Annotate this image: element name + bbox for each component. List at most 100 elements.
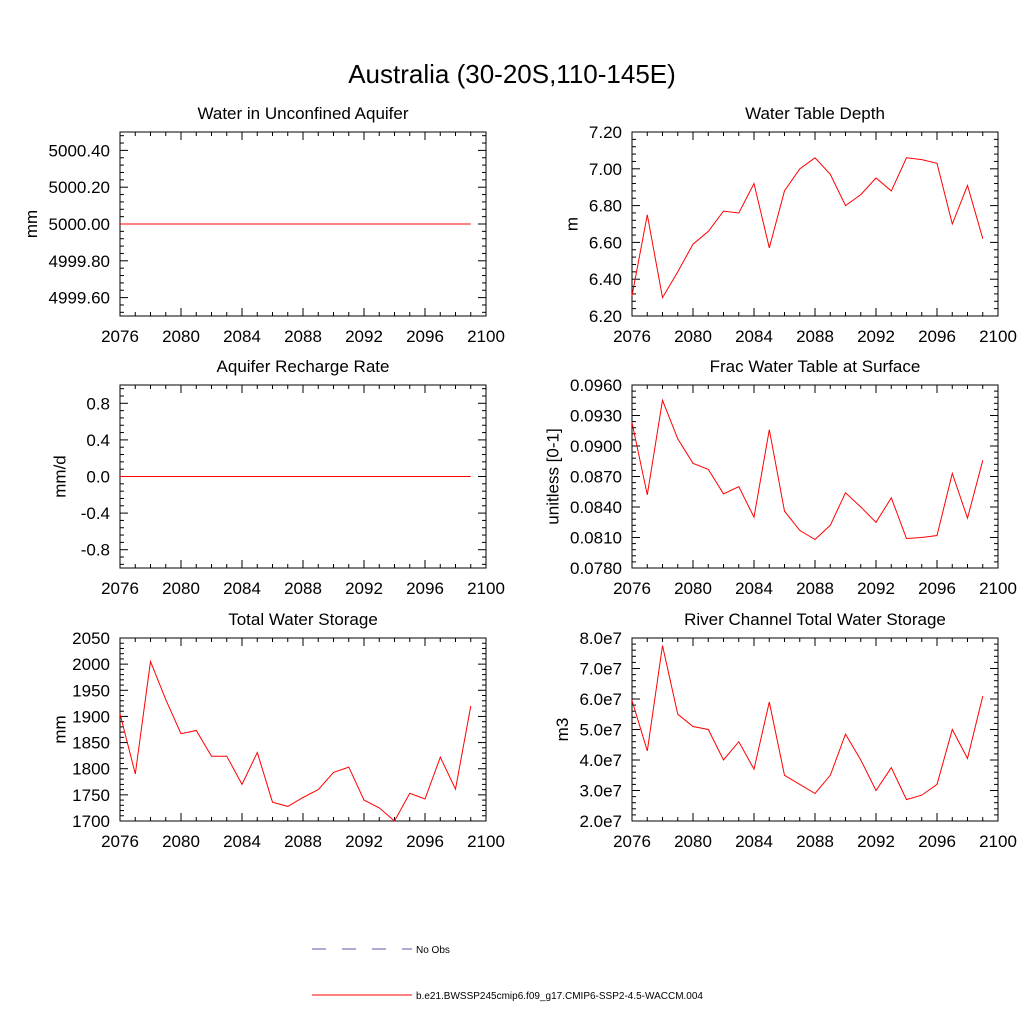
y-tick-label: 1700 [72,812,110,831]
y-tick-label: 4999.80 [49,252,110,271]
x-tick-label: 2096 [918,832,956,851]
y-tick-label: 6.60 [589,233,622,252]
x-tick-label: 2088 [796,832,834,851]
y-tick-label: 5.0e7 [579,721,622,740]
x-tick-label: 2100 [979,579,1017,598]
y-tick-label: 6.40 [589,270,622,289]
panel-water-table-depth: 2076 2080 2084 2088 2092 2096 2100 6.20 6.40 6.60… [563,104,1017,346]
panel-title: Frac Water Table at Surface [710,357,921,376]
x-tick-label: 2084 [223,327,261,346]
y-axis-label: mm/d [51,455,70,498]
y-tick-label: 1950 [72,681,110,700]
panel-title: Total Water Storage [228,610,378,629]
panel-water-in-unconfined-aquifer: 2076 2080 2084 2088 2092 2096 2100 4999.60 4999.… [22,104,505,346]
x-tick-label: 2084 [735,579,773,598]
y-tick-label: 4.0e7 [579,751,622,770]
y-tick-label: 6.20 [589,307,622,326]
y-axis-label: unitless [0-1] [543,428,562,524]
x-tick-label: 2096 [918,579,956,598]
x-tick-label: 2096 [406,832,444,851]
plot-frame [631,384,999,569]
x-tick-label: 2076 [613,579,651,598]
y-tick-label: 2050 [72,629,110,648]
legend: No Obs b.e21.BWSSP245cmip6.f09_g17.CMIP6… [312,945,703,1002]
figure-title: Australia (30-20S,110-145E) [348,59,676,89]
x-tick-label: 2092 [345,832,383,851]
y-tick-label: 6.80 [589,197,622,216]
x-tick-label: 2088 [796,327,834,346]
x-tick-label: 2080 [674,327,712,346]
y-tick-label: 1850 [72,734,110,753]
x-tick-label: 2092 [857,832,895,851]
y-tick-label: 0.0 [86,468,110,487]
y-tick-label: 3.0e7 [579,782,622,801]
y-tick-label: 5000.40 [49,141,110,160]
x-tick-label: 2100 [467,832,505,851]
x-tick-label: 2088 [284,327,322,346]
x-tick-label: 2100 [979,832,1017,851]
y-tick-label: -0.4 [81,504,110,523]
y-tick-label: 0.0810 [570,529,622,548]
plot-frame [119,637,487,822]
y-tick-label: 7.00 [589,160,622,179]
x-tick-label: 2080 [674,579,712,598]
x-tick-label: 2088 [796,579,834,598]
y-tick-label: 0.0870 [570,468,622,487]
x-tick-label: 2084 [735,832,773,851]
x-tick-label: 2088 [284,832,322,851]
x-tick-label: 2096 [406,327,444,346]
y-tick-label: 0.0930 [570,407,622,426]
y-tick-label: 2.0e7 [579,812,622,831]
y-tick-label: 1750 [72,786,110,805]
x-tick-label: 2092 [345,579,383,598]
panels: 2076 2080 2084 2088 2092 2096 2100 4999.60 4999.… [22,104,1017,851]
y-tick-label: 0.0780 [570,559,622,578]
legend-item-model-run: b.e21.BWSSP245cmip6.f09_g17.CMIP6-SSP2-4… [312,991,703,1002]
x-tick-label: 2080 [162,832,200,851]
x-tick-label: 2092 [857,327,895,346]
x-tick-label: 2080 [162,327,200,346]
y-tick-label: 5000.00 [49,215,110,234]
legend-item-no-obs: No Obs [312,945,450,956]
y-axis-label: m3 [553,718,572,742]
x-tick-label: 2080 [674,832,712,851]
plot-frame [631,131,999,317]
x-tick-label: 2084 [223,832,261,851]
x-tick-label: 2076 [613,327,651,346]
x-tick-label: 2076 [101,327,139,346]
series-line [631,398,984,541]
y-axis-label: mm [51,715,70,743]
panel-title: River Channel Total Water Storage [684,610,946,629]
legend-label-model-run: b.e21.BWSSP245cmip6.f09_g17.CMIP6-SSP2-4… [416,991,703,1002]
x-tick-label: 2088 [284,579,322,598]
legend-label-no-obs: No Obs [416,945,450,956]
panel-frac-water-table-at-surface: 2076 2080 2084 2088 2092 2096 2100 0.0780 0.0810… [543,357,1017,598]
y-axis-label: mm [22,210,41,238]
x-tick-label: 2100 [467,579,505,598]
y-tick-label: 0.8 [86,394,110,413]
x-tick-label: 2080 [162,579,200,598]
y-tick-label: 6.0e7 [579,690,622,709]
x-tick-label: 2092 [345,327,383,346]
y-tick-label: 7.20 [589,123,622,142]
series-line [631,157,984,300]
y-axis-label: m [563,217,582,231]
panel-total-water-storage: 2076 2080 2084 2088 2092 2096 2100 1700 1750 1800… [51,610,505,851]
y-tick-label: -0.8 [81,541,110,560]
y-tick-label: 0.0900 [570,437,622,456]
x-tick-label: 2084 [223,579,261,598]
x-tick-label: 2084 [735,327,773,346]
x-tick-label: 2100 [467,327,505,346]
panel-title: Water Table Depth [745,104,885,123]
x-tick-label: 2092 [857,579,895,598]
x-tick-label: 2076 [101,832,139,851]
series-line [119,659,472,822]
y-tick-label: 7.0e7 [579,660,622,679]
y-tick-label: 1900 [72,707,110,726]
y-tick-label: 5000.20 [49,178,110,197]
x-tick-label: 2100 [979,327,1017,346]
x-tick-label: 2076 [101,579,139,598]
panel-river-channel-total-water-storage: 2076 2080 2084 2088 2092 2096 2100 2.0e7 3.0e7 4.… [553,610,1017,851]
panel-title: Water in Unconfined Aquifer [197,104,408,123]
